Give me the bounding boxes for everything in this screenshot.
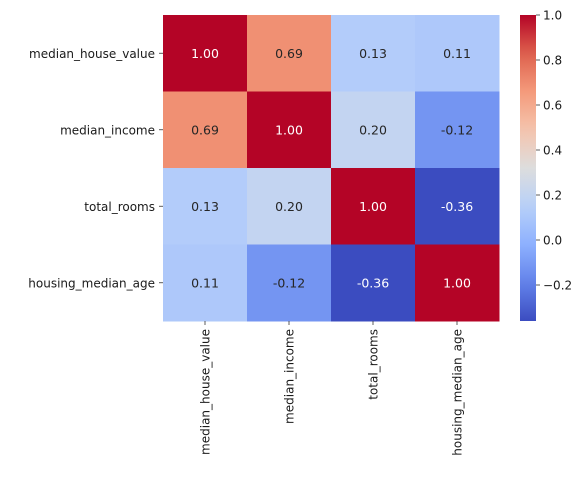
row-tick-label-3: housing_median_age xyxy=(28,276,155,290)
heatmap-cell-2-0 xyxy=(163,168,248,245)
heatmap-cell-label-0-0: 1.00 xyxy=(191,46,219,61)
heatmap-cell-3-0 xyxy=(163,244,248,322)
heatmap-cell-2-3 xyxy=(415,168,500,245)
colorbar-tick-label-2: 0.2 xyxy=(543,189,562,203)
heatmap-cell-1-2 xyxy=(331,91,416,169)
heatmap-cell-3-1 xyxy=(247,244,332,322)
heatmap-cell-3-3 xyxy=(415,244,500,322)
heatmap-cell-2-2 xyxy=(331,168,416,245)
heatmap-cell-0-1 xyxy=(247,15,332,92)
heatmap-cell-label-0-2: 0.13 xyxy=(359,46,387,61)
heatmap-cell-0-3 xyxy=(415,15,500,92)
heatmap-cell-label-2-1: 0.20 xyxy=(275,199,303,214)
colorbar-tick-label-6: 1.0 xyxy=(543,9,562,23)
heatmap-cell-label-2-0: 0.13 xyxy=(191,199,219,214)
colorbar-tick-label-3: 0.4 xyxy=(543,144,562,158)
heatmap-cell-label-1-2: 0.20 xyxy=(359,122,387,137)
col-tick-label-0: median_house_value xyxy=(199,329,213,455)
colorbar-tick-label-5: 0.8 xyxy=(543,54,562,68)
col-tick-label-1: median_income xyxy=(283,329,297,424)
row-tick-label-0: median_house_value xyxy=(29,47,155,61)
row-tick-labels: median_house_value median_income total_roo… xyxy=(28,47,163,290)
heatmap-cell-label-2-2: 1.00 xyxy=(359,199,387,214)
colorbar-tick-label-4: 0.6 xyxy=(543,99,562,113)
heatmap-cell-1-1 xyxy=(247,91,332,169)
colorbar: −0.2 0.0 0.2 0.4 0.6 0.8 1.0 xyxy=(520,9,572,321)
heatmap-cell-0-2 xyxy=(331,15,416,92)
heatmap-cell-1-3 xyxy=(415,91,500,169)
heatmap-cell-label-1-0: 0.69 xyxy=(191,122,219,137)
heatmap-cell-1-0 xyxy=(163,91,248,169)
heatmap-cell-label-0-1: 0.69 xyxy=(275,46,303,61)
colorbar-tick-label-1: 0.0 xyxy=(543,234,562,248)
colorbar-ticks: −0.2 0.0 0.2 0.4 0.6 0.8 1.0 xyxy=(536,9,572,293)
heatmap-cell-label-1-1: 1.00 xyxy=(275,122,303,137)
heatmap-cells: 1.00 0.69 0.13 0.11 0.69 1.00 0.20 -0.12 0.13 0.2… xyxy=(163,15,500,322)
column-tick-labels: median_house_value median_income total_roo… xyxy=(199,321,465,456)
heatmap-cell-label-3-1: -0.12 xyxy=(273,275,305,290)
heatmap-cell-2-1 xyxy=(247,168,332,245)
heatmap-cell-label-3-0: 0.11 xyxy=(191,275,219,290)
col-tick-label-3: housing_median_age xyxy=(451,329,465,456)
heatmap-cell-label-2-3: -0.36 xyxy=(441,199,473,214)
heatmap-cell-0-0 xyxy=(163,15,248,92)
col-tick-label-2: total_rooms xyxy=(367,329,381,400)
colorbar-tick-label-0: −0.2 xyxy=(543,279,572,293)
heatmap-cell-label-3-2: -0.36 xyxy=(357,275,389,290)
row-tick-label-1: median_income xyxy=(60,123,155,137)
heatmap-cell-3-2 xyxy=(331,244,416,322)
heatmap-cell-label-0-3: 0.11 xyxy=(443,46,471,61)
heatmap-cell-label-3-3: 1.00 xyxy=(443,275,471,290)
colorbar-gradient xyxy=(520,15,536,321)
row-tick-label-2: total_rooms xyxy=(84,200,155,214)
heatmap-cell-label-1-3: -0.12 xyxy=(441,122,473,137)
